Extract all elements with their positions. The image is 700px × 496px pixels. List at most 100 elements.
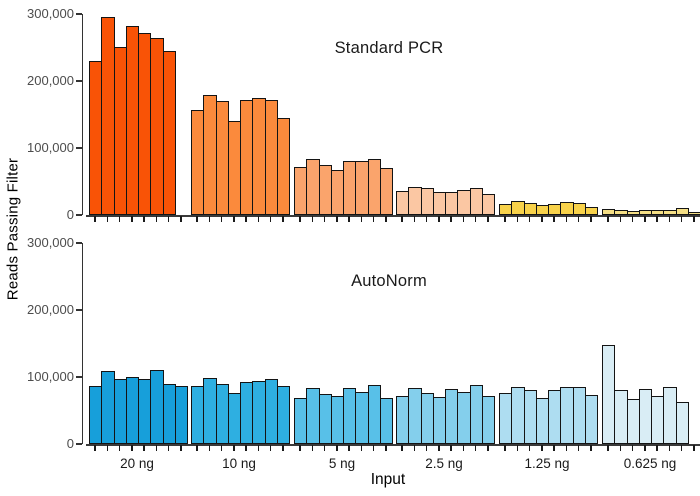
x-axis-line xyxy=(188,215,292,217)
bar-group-20-ng xyxy=(89,14,187,215)
x-tick-mark xyxy=(487,216,489,222)
x-axis-line xyxy=(496,444,600,446)
x-tick-mark xyxy=(245,445,247,451)
x-tick-mark xyxy=(220,445,223,451)
x-axis-line xyxy=(188,444,292,446)
x-tick-mark xyxy=(487,445,489,451)
x-tick-mark xyxy=(233,216,235,222)
x-tick-mark xyxy=(631,216,634,222)
y-tick-mark xyxy=(76,147,82,149)
x-tick-mark xyxy=(155,445,158,451)
bar xyxy=(175,386,188,444)
x-axis-line xyxy=(599,444,700,446)
y-tick-label: 0 xyxy=(66,436,74,451)
bar xyxy=(203,95,217,215)
bar xyxy=(277,386,290,444)
x-tick-mark xyxy=(336,216,338,222)
bar-group-1.25-ng xyxy=(499,243,598,444)
bar xyxy=(150,38,164,215)
x-tick-mark xyxy=(155,216,158,222)
x-tick-mark xyxy=(372,445,375,451)
y-tick-mark xyxy=(76,443,82,445)
y-tick-label: 100,000 xyxy=(27,369,74,384)
x-tick-mark xyxy=(233,445,235,451)
x-tick-mark xyxy=(590,445,592,451)
x-tick-mark xyxy=(299,216,301,222)
bar xyxy=(355,161,369,215)
x-tick-mark xyxy=(693,445,695,451)
x-tick-mark xyxy=(413,445,416,451)
x-tick-mark xyxy=(131,445,133,451)
x-category-label: 1.25 ng xyxy=(524,456,570,471)
y-tick-label: 100,000 xyxy=(27,140,74,155)
bar-group-5-ng xyxy=(294,243,393,444)
x-tick-mark xyxy=(143,445,145,451)
y-tick-mark xyxy=(76,309,82,311)
bar-group-20-ng xyxy=(89,243,188,444)
bar xyxy=(408,388,422,444)
x-tick-mark xyxy=(528,445,531,451)
x-tick-mark xyxy=(131,216,133,222)
x-tick-mark xyxy=(607,445,609,451)
x-tick-mark xyxy=(553,216,555,222)
bar xyxy=(252,381,266,444)
x-tick-mark xyxy=(401,216,403,222)
bar xyxy=(511,387,525,444)
x-tick-mark xyxy=(438,216,440,222)
x-tick-mark xyxy=(541,445,543,451)
x-category-label: 2.5 ng xyxy=(425,456,463,471)
bar-group-10-ng xyxy=(191,14,290,215)
x-axis-line xyxy=(86,215,190,217)
x-tick-mark xyxy=(619,445,622,451)
x-tick-mark xyxy=(208,216,211,222)
bar xyxy=(380,168,393,215)
x-tick-mark xyxy=(656,445,658,451)
x-tick-mark xyxy=(323,216,326,222)
x-tick-mark xyxy=(504,216,506,222)
bar xyxy=(306,159,320,215)
x-tick-mark xyxy=(619,216,622,222)
bar xyxy=(380,398,393,444)
x-tick-mark xyxy=(565,216,568,222)
bar xyxy=(355,392,369,444)
bar-group-1.25-ng xyxy=(499,14,598,215)
x-tick-mark xyxy=(577,445,580,451)
x-tick-mark xyxy=(143,216,145,222)
x-tick-mark xyxy=(693,216,695,222)
x-category-label: 5 ng xyxy=(328,456,356,471)
bar xyxy=(511,201,525,215)
x-tick-mark xyxy=(668,445,671,451)
x-tick-mark xyxy=(385,445,387,451)
x-tick-mark xyxy=(208,445,211,451)
y-tick-mark xyxy=(76,214,82,216)
x-axis-line xyxy=(86,444,190,446)
bar xyxy=(676,208,689,215)
x-tick-mark xyxy=(504,445,506,451)
x-tick-mark xyxy=(590,216,592,222)
x-tick-mark xyxy=(644,216,646,222)
panel-title: AutoNorm xyxy=(351,272,427,290)
x-tick-mark xyxy=(462,445,465,451)
x-axis-line xyxy=(291,444,395,446)
y-tick-mark xyxy=(76,13,82,15)
x-tick-mark xyxy=(577,216,580,222)
y-tick-label: 200,000 xyxy=(27,73,74,88)
y-axis-label: Reads Passing Filter xyxy=(4,157,22,301)
x-tick-mark xyxy=(348,216,350,222)
x-tick-mark xyxy=(385,216,387,222)
x-tick-mark xyxy=(438,445,440,451)
x-tick-mark xyxy=(299,445,301,451)
x-category-label: 10 ng xyxy=(222,456,256,471)
x-axis-label: Input xyxy=(370,471,406,488)
bar xyxy=(688,212,700,215)
x-tick-mark xyxy=(311,445,314,451)
x-tick-mark xyxy=(106,216,109,222)
x-tick-mark xyxy=(167,216,170,222)
bar xyxy=(585,207,598,215)
x-tick-mark xyxy=(196,445,198,451)
bar xyxy=(560,202,574,215)
bar-group-2.5-ng xyxy=(396,14,495,215)
x-tick-mark xyxy=(474,445,477,451)
x-tick-mark xyxy=(220,216,223,222)
